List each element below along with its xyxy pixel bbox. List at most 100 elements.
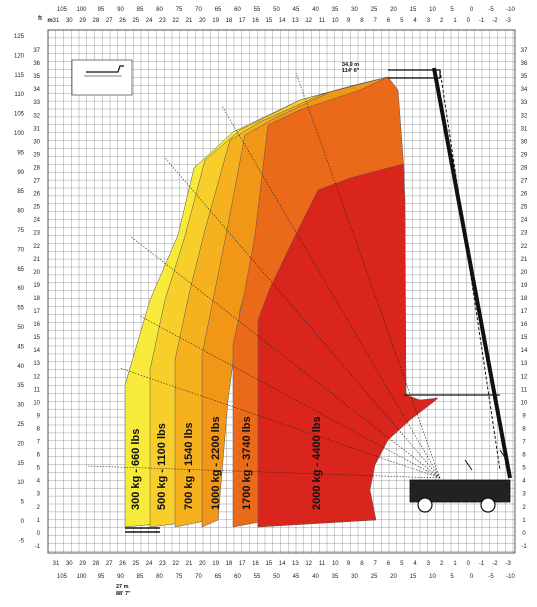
tick-label: 24 [33, 218, 40, 224]
tick-label: 50 [273, 7, 280, 13]
tick-label: -10 [506, 7, 515, 13]
tick-label: 30 [351, 7, 358, 13]
tick-label: 10 [429, 7, 436, 13]
tick-label: 65 [215, 7, 222, 13]
tick-label: 25 [132, 18, 139, 24]
radial-line [129, 235, 441, 479]
tick-label: 25 [17, 422, 24, 428]
tick-label: 85 [137, 7, 144, 13]
tick-label: 15 [410, 574, 417, 580]
tick-label: 40 [17, 364, 24, 370]
tick-label: 35 [332, 574, 339, 580]
tick-label: 8 [522, 426, 526, 432]
tick-label: 14 [279, 18, 286, 24]
tick-label: 45 [293, 7, 300, 13]
tick-label: 24 [521, 218, 528, 224]
tick-label: 50 [17, 325, 24, 331]
tick-label: 6 [387, 18, 391, 24]
tick-label: 20 [199, 561, 206, 567]
tick-label: 33 [521, 100, 528, 106]
tick-label: 45 [17, 344, 24, 350]
tick-label: 3 [522, 492, 526, 498]
tick-label: 25 [371, 574, 378, 580]
tick-label: 34 [33, 87, 40, 93]
tick-label: 15 [33, 335, 40, 341]
tick-label: 19 [33, 283, 40, 289]
tick-label: 20 [521, 270, 528, 276]
tick-label: 19 [212, 18, 219, 24]
tick-label: 31 [53, 561, 60, 567]
tick-label: 120 [14, 53, 25, 59]
tick-label: 28 [521, 165, 528, 171]
tick-label: 13 [292, 18, 299, 24]
tick-label: 80 [156, 574, 163, 580]
tick-label: 19 [521, 283, 528, 289]
tick-label: 25 [521, 205, 528, 211]
tick-label: 23 [159, 561, 166, 567]
tick-label: -10 [506, 574, 515, 580]
max-reach-m: 27 m [116, 584, 129, 590]
radial-line [295, 72, 441, 479]
tick-label: 14 [521, 348, 528, 354]
tick-label: 0 [522, 531, 526, 537]
tick-label: 0 [467, 18, 471, 24]
max-height-ft: 114' 6" [342, 68, 360, 74]
tick-label: 18 [226, 18, 233, 24]
tick-label: 29 [79, 561, 86, 567]
tick-label: 60 [234, 574, 241, 580]
tick-label: 9 [347, 561, 351, 567]
tick-label: 35 [17, 383, 24, 389]
tick-label: 23 [521, 231, 528, 237]
tick-label: 37 [33, 48, 40, 54]
tick-label: 1 [453, 18, 457, 24]
tick-label: 10 [521, 400, 528, 406]
tick-label: 27 [521, 179, 528, 185]
tick-label: 100 [76, 7, 87, 13]
tick-label: -3 [506, 561, 512, 567]
load-zones [124, 76, 439, 528]
tick-label: 5 [522, 466, 526, 472]
tick-label: 31 [521, 126, 528, 132]
tick-label: 30 [351, 574, 358, 580]
tick-label: 90 [17, 170, 24, 176]
tick-label: 90 [117, 574, 124, 580]
tick-label: 24 [146, 18, 153, 24]
tick-label: 12 [305, 18, 312, 24]
tick-label: -1 [521, 544, 527, 550]
tick-label: 14 [33, 348, 40, 354]
tick-label: 19 [212, 561, 219, 567]
tick-label: 22 [33, 244, 40, 250]
tick-label: 16 [33, 322, 40, 328]
m-unit-label: m [47, 18, 52, 24]
tick-label: 17 [33, 309, 40, 315]
tick-label: 11 [319, 561, 326, 567]
tick-label: 16 [252, 18, 259, 24]
radial-lines [87, 72, 441, 479]
tick-label: 15 [521, 335, 528, 341]
tick-label: 75 [17, 228, 24, 234]
tick-label: 20 [17, 441, 24, 447]
zone-label: 700 kg - 1540 lbs [183, 423, 195, 510]
tick-label: 10 [332, 18, 339, 24]
tick-label: 7 [37, 440, 41, 446]
tick-label: 25 [132, 561, 139, 567]
tick-label: 13 [292, 561, 299, 567]
tick-label: -1 [479, 561, 485, 567]
tick-label: 55 [254, 574, 261, 580]
tick-label: 10 [429, 574, 436, 580]
tick-label: 115 [14, 73, 24, 79]
tick-label: 22 [172, 561, 179, 567]
tick-label: 13 [33, 361, 40, 367]
tick-label: 6 [37, 453, 41, 459]
radial-line [119, 367, 441, 479]
tick-label: -2 [492, 18, 498, 24]
tick-label: 30 [66, 561, 73, 567]
tick-label: 17 [521, 309, 528, 315]
tick-label: 21 [33, 257, 40, 263]
tick-label: 33 [33, 100, 40, 106]
tick-label: 12 [33, 374, 40, 380]
tick-label: 2 [440, 18, 444, 24]
tick-label: 55 [254, 7, 261, 13]
tick-label: 11 [34, 387, 41, 393]
